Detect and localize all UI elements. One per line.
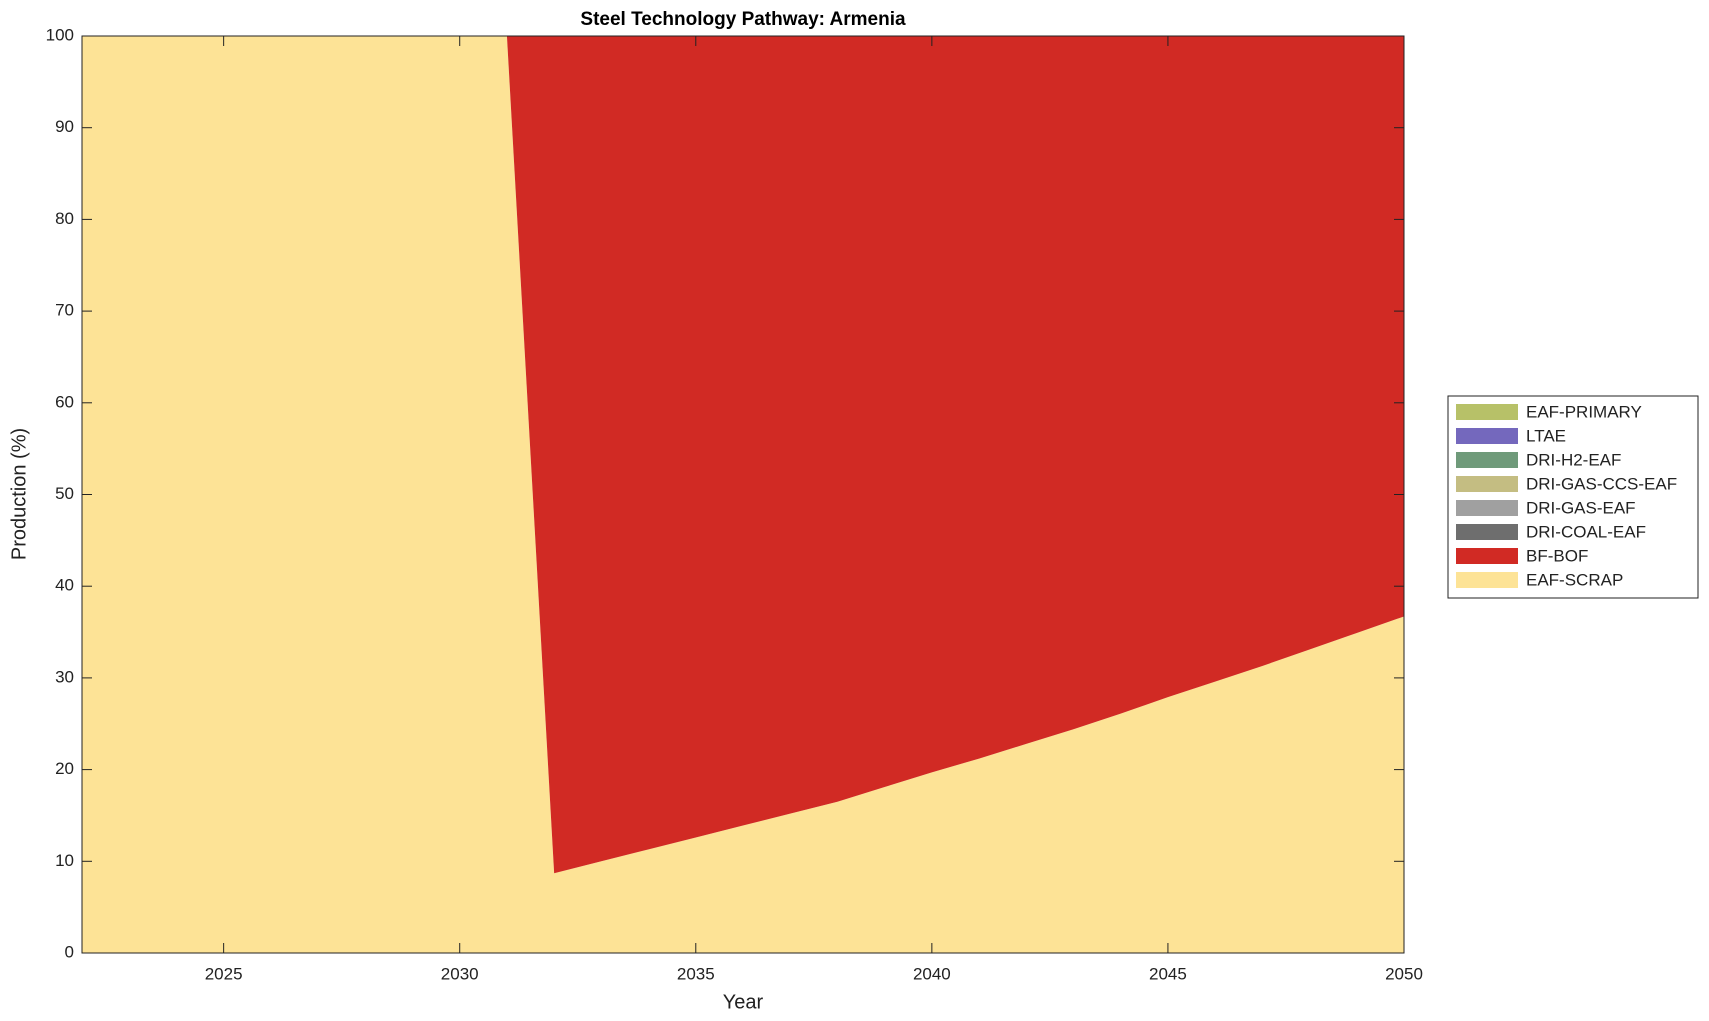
legend-swatch: [1456, 428, 1518, 444]
legend-label: EAF-SCRAP: [1526, 570, 1623, 589]
legend-swatch: [1456, 476, 1518, 492]
chart-title: Steel Technology Pathway: Armenia: [580, 9, 906, 30]
legend: EAF-PRIMARY LTAE DRI-H2-EAF DRI-GAS-CCS-EAF…: [1447, 395, 1699, 599]
legend-label: DRI-H2-EAF: [1526, 450, 1621, 469]
legend-swatch: [1456, 452, 1518, 468]
x-tick-label: 2040: [913, 964, 951, 983]
x-tick-label: 2035: [677, 964, 715, 983]
y-tick-label: 80: [55, 209, 74, 228]
legend-label: DRI-GAS-EAF: [1526, 498, 1636, 517]
legend-label: DRI-GAS-CCS-EAF: [1526, 474, 1677, 493]
y-tick-label: 60: [55, 392, 74, 411]
legend-swatch: [1456, 404, 1518, 420]
x-tick-label: 2050: [1385, 964, 1423, 983]
area: [82, 36, 1404, 874]
y-tick-label: 30: [55, 667, 74, 686]
y-tick-label: 50: [55, 484, 74, 503]
legend-swatch: [1456, 524, 1518, 540]
x-tick-label: 2025: [205, 964, 243, 983]
y-tick-label: 100: [46, 25, 74, 44]
legend-label: LTAE: [1526, 426, 1566, 445]
legend-swatch: [1456, 500, 1518, 516]
y-tick-label: 90: [55, 117, 74, 136]
area: [82, 36, 1404, 953]
legend-label: EAF-PRIMARY: [1526, 402, 1642, 421]
legend-swatch: [1456, 548, 1518, 564]
legend-box: [1447, 395, 1699, 599]
x-axis-label: Year: [723, 991, 764, 1013]
legend-label: BF-BOF: [1526, 546, 1588, 565]
y-tick-label: 0: [65, 942, 74, 961]
y-tick-label: 40: [55, 576, 74, 595]
x-tick-label: 2045: [1149, 964, 1187, 983]
y-tick-label: 10: [55, 851, 74, 870]
y-axis-label: Production (%): [8, 428, 30, 560]
legend-swatch: [1456, 572, 1518, 588]
legend-label: DRI-COAL-EAF: [1526, 522, 1646, 541]
y-tick-label: 20: [55, 759, 74, 778]
x-tick-label: 2030: [441, 964, 479, 983]
y-tick-label: 70: [55, 301, 74, 320]
